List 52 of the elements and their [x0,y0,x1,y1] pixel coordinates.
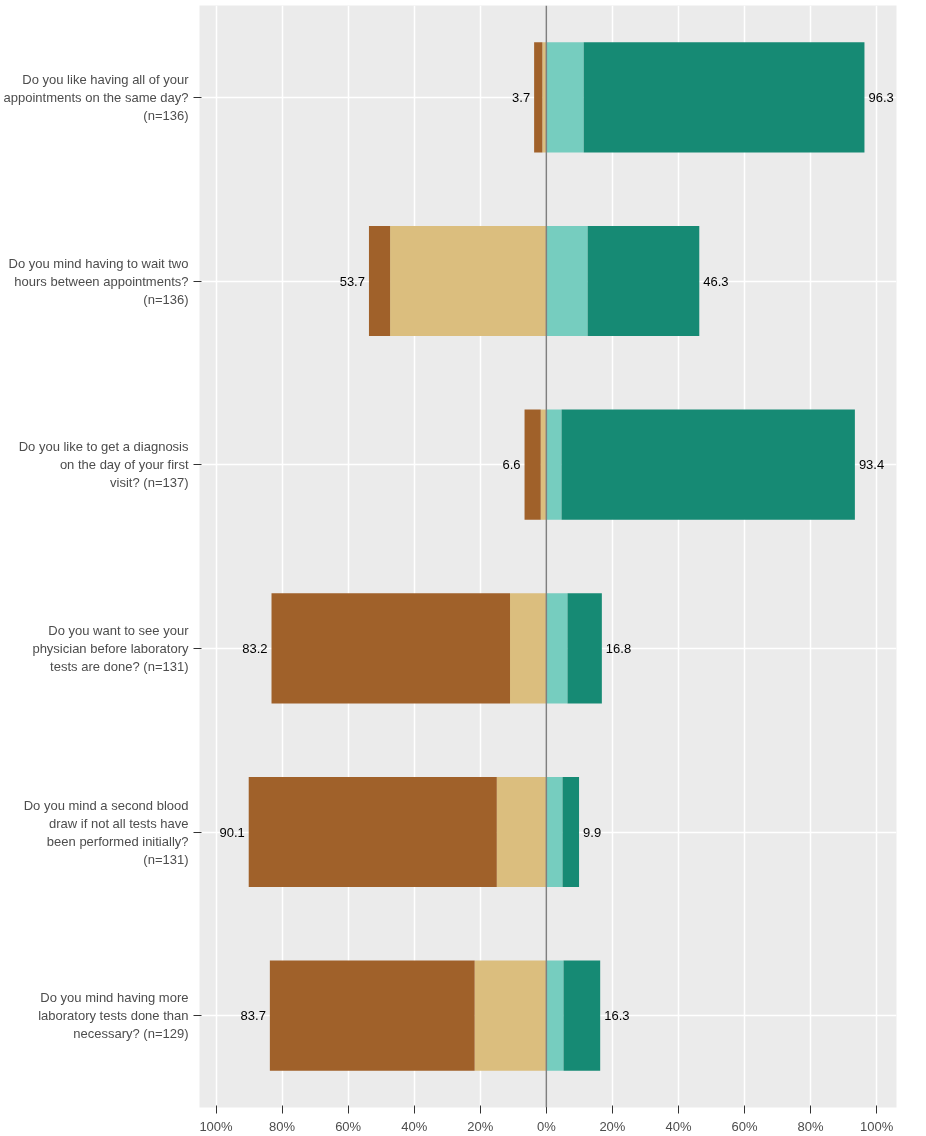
annotation: 93.4 [858,457,885,473]
y-tick-label: Do you like having all of your appointments on the same day? (n=136) [3,71,190,123]
bar [546,960,564,1071]
y-tick-label: Do you want to see your physician before laboratory tests are done? (n=131) [32,622,190,674]
bar [567,593,602,704]
bar [534,42,543,153]
annotation: 83.7 [240,1008,266,1024]
bar [587,225,700,337]
y-tick-label: Do you mind having to wait two hours between appointments? (n=136) [8,255,189,307]
bar [546,776,563,888]
bar [546,593,568,704]
x-tick-label: 80% [269,1118,296,1134]
x-tick-label: 60% [335,1118,362,1134]
y-tick-label: Do you mind having more laboratory tests done than necessary? (n=129) [38,990,189,1042]
bar [583,42,865,153]
y-tick-label: Do you like to get a diagnosis on the day of your first visit? (n=137) [18,439,189,491]
bar [368,225,391,337]
annotation: 9.9 [583,824,602,840]
annotation: 90.1 [219,824,245,840]
annotation: 6.6 [502,457,521,473]
bar [542,42,547,153]
annotation: 16.8 [605,640,632,656]
x-tick-label: 100% [199,1118,234,1134]
bar [496,776,547,888]
annotation: 83.2 [242,640,268,656]
bar [510,593,547,704]
x-tick-label: 0% [536,1118,557,1134]
annotation: 16.3 [604,1008,630,1024]
x-tick-label: 40% [665,1118,692,1134]
bar [546,42,584,153]
bar [546,409,562,520]
bar [271,593,511,704]
x-tick-label: 100% [860,1118,894,1134]
bar [269,960,475,1071]
bar [562,776,580,888]
bar [474,960,547,1071]
x-tick-label: 60% [731,1118,758,1134]
bar [248,776,497,888]
y-tick-label: Do you mind a second blood draw if not all tests have been performed initially? (n=131) [23,797,189,867]
annotation: 46.3 [703,273,729,289]
annotation: 3.7 [512,89,531,105]
bar [563,960,601,1071]
bar [524,409,541,520]
annotation: 96.3 [868,89,894,105]
bar [546,225,588,337]
x-tick-label: 40% [401,1118,428,1134]
x-tick-label: 20% [467,1118,494,1134]
annotation: 53.7 [339,273,365,289]
x-tick-label: 80% [797,1118,825,1134]
bar [561,409,855,520]
x-tick-label: 20% [599,1118,626,1134]
bar [390,225,547,337]
